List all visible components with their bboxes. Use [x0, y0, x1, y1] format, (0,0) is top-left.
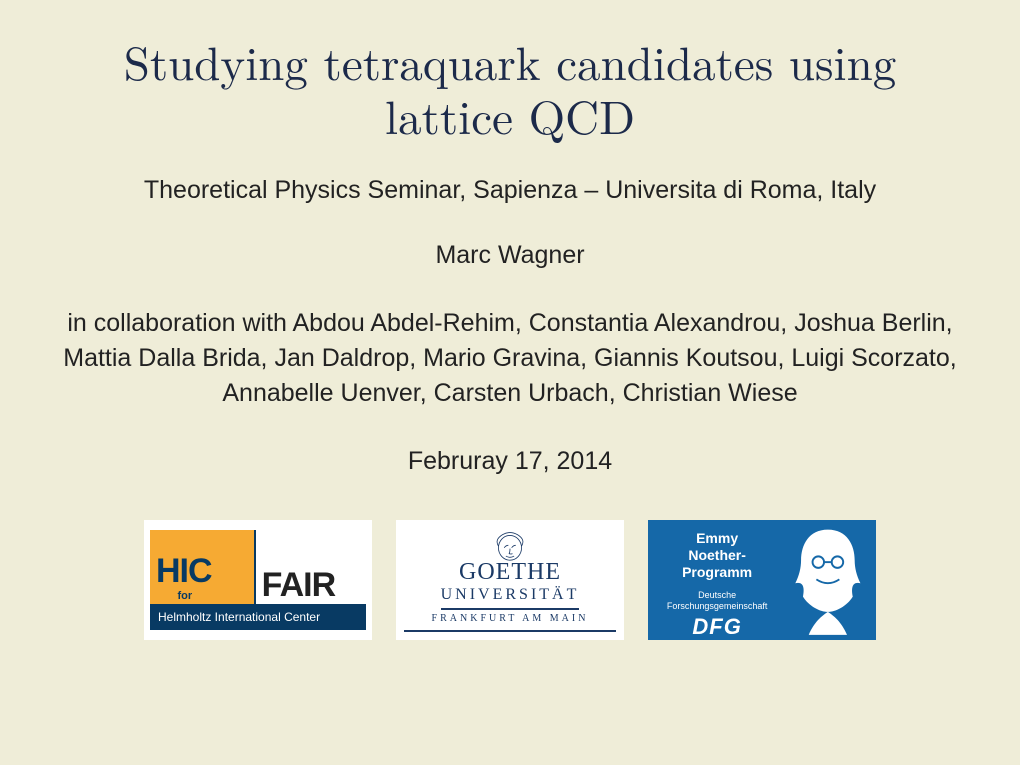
dfg-prog-l1: Emmy	[696, 530, 738, 546]
logo-goethe-university: GOETHE UNIVERSITÄT FRANKFURT AM MAIN	[396, 520, 624, 640]
logo-emmy-noether-dfg: Emmy Noether- Programm Deutsche Forschun…	[648, 520, 876, 640]
dfg-org-block: Deutsche Forschungsgemeinschaft DFG	[660, 580, 774, 640]
hic-inner: HIC for FAIR Helmholtz International Cen…	[150, 530, 366, 630]
slide: Studying tetraquark candidates using lat…	[0, 0, 1020, 765]
goethe-name: GOETHE	[459, 559, 561, 586]
noether-silhouette-icon	[780, 520, 876, 635]
collaborators: in collaboration with Abdou Abdel-Rehim,…	[55, 306, 965, 411]
dfg-prog-l2: Noether-	[688, 547, 746, 563]
dfg-prog-l3: Programm	[682, 564, 752, 580]
fair-text: FAIR	[262, 568, 335, 602]
dfg-left-col: Emmy Noether- Programm Deutsche Forschun…	[648, 520, 780, 640]
hic-left-col: HIC for	[156, 554, 212, 602]
hic-bottom-bar: Helmholtz International Center	[150, 604, 366, 630]
hic-text: HIC	[156, 552, 212, 590]
goethe-inner: GOETHE UNIVERSITÄT FRANKFURT AM MAIN	[404, 528, 616, 632]
dfg-portrait	[780, 520, 876, 640]
dfg-org: Deutsche Forschungsgemeinschaft	[660, 590, 774, 612]
dfg-org-l2: Forschungsgemeinschaft	[667, 601, 768, 611]
goethe-head-icon	[483, 528, 537, 561]
hic-right-panel: FAIR	[254, 530, 366, 604]
hic-top-row: HIC for FAIR	[150, 530, 366, 604]
page-title: Studying tetraquark candidates using lat…	[55, 34, 965, 142]
dfg-org-l1: Deutsche	[698, 590, 736, 600]
hic-left-panel: HIC for	[150, 530, 254, 604]
dfg-inner: Emmy Noether- Programm Deutsche Forschun…	[648, 520, 876, 640]
author-name: Marc Wagner	[55, 241, 965, 270]
dfg-program: Emmy Noether- Programm	[660, 530, 774, 580]
dfg-brand: DFG	[660, 614, 774, 640]
goethe-university-text: UNIVERSITÄT	[441, 586, 580, 610]
hic-for-text: for	[158, 590, 212, 602]
seminar-subtitle: Theoretical Physics Seminar, Sapienza – …	[55, 176, 965, 205]
logo-row: HIC for FAIR Helmholtz International Cen…	[55, 520, 965, 640]
talk-date: Februray 17, 2014	[55, 447, 965, 476]
goethe-city: FRANKFURT AM MAIN	[432, 613, 589, 624]
logo-hic-for-fair: HIC for FAIR Helmholtz International Cen…	[144, 520, 372, 640]
